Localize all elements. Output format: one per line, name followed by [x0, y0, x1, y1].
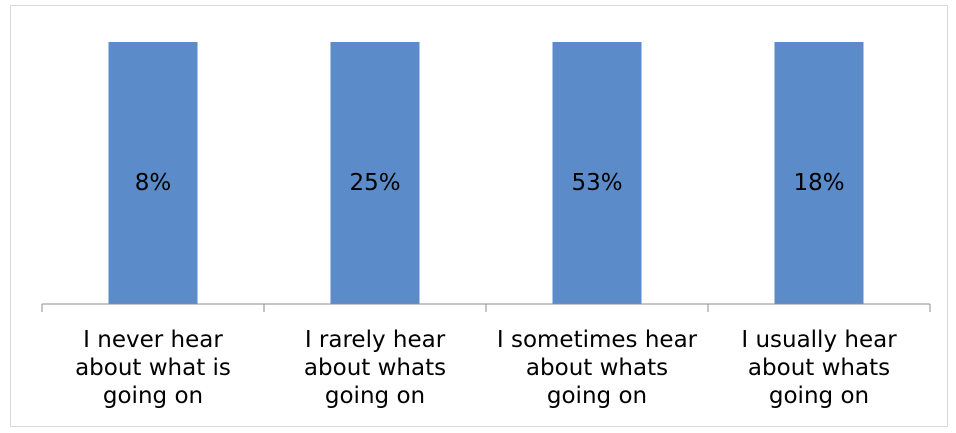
bar-1 — [108, 42, 198, 304]
data-label-1: 8% — [135, 170, 172, 196]
bar-3 — [552, 42, 642, 304]
bar-2 — [330, 42, 420, 304]
data-label-2: 25% — [349, 170, 400, 196]
chart-area: 8% 25% 53% 18% I never hear about what is g… — [10, 5, 948, 427]
x-axis — [41, 303, 931, 312]
category-label-3: I sometimes hear about whats going on — [496, 327, 698, 409]
bar-chart: 8% 25% 53% 18% — [41, 42, 931, 312]
data-label-3: 53% — [571, 170, 622, 196]
data-label-4: 18% — [793, 170, 844, 196]
category-label-2: I rarely hear about whats going on — [303, 327, 447, 409]
data-labels-group: 8% 25% 53% 18% — [135, 170, 845, 196]
category-label-4: I usually hear about whats going on — [741, 327, 897, 409]
bars-group — [108, 42, 864, 304]
bar-4 — [774, 42, 864, 304]
category-label-1: I never hear about what is going on — [75, 327, 231, 409]
